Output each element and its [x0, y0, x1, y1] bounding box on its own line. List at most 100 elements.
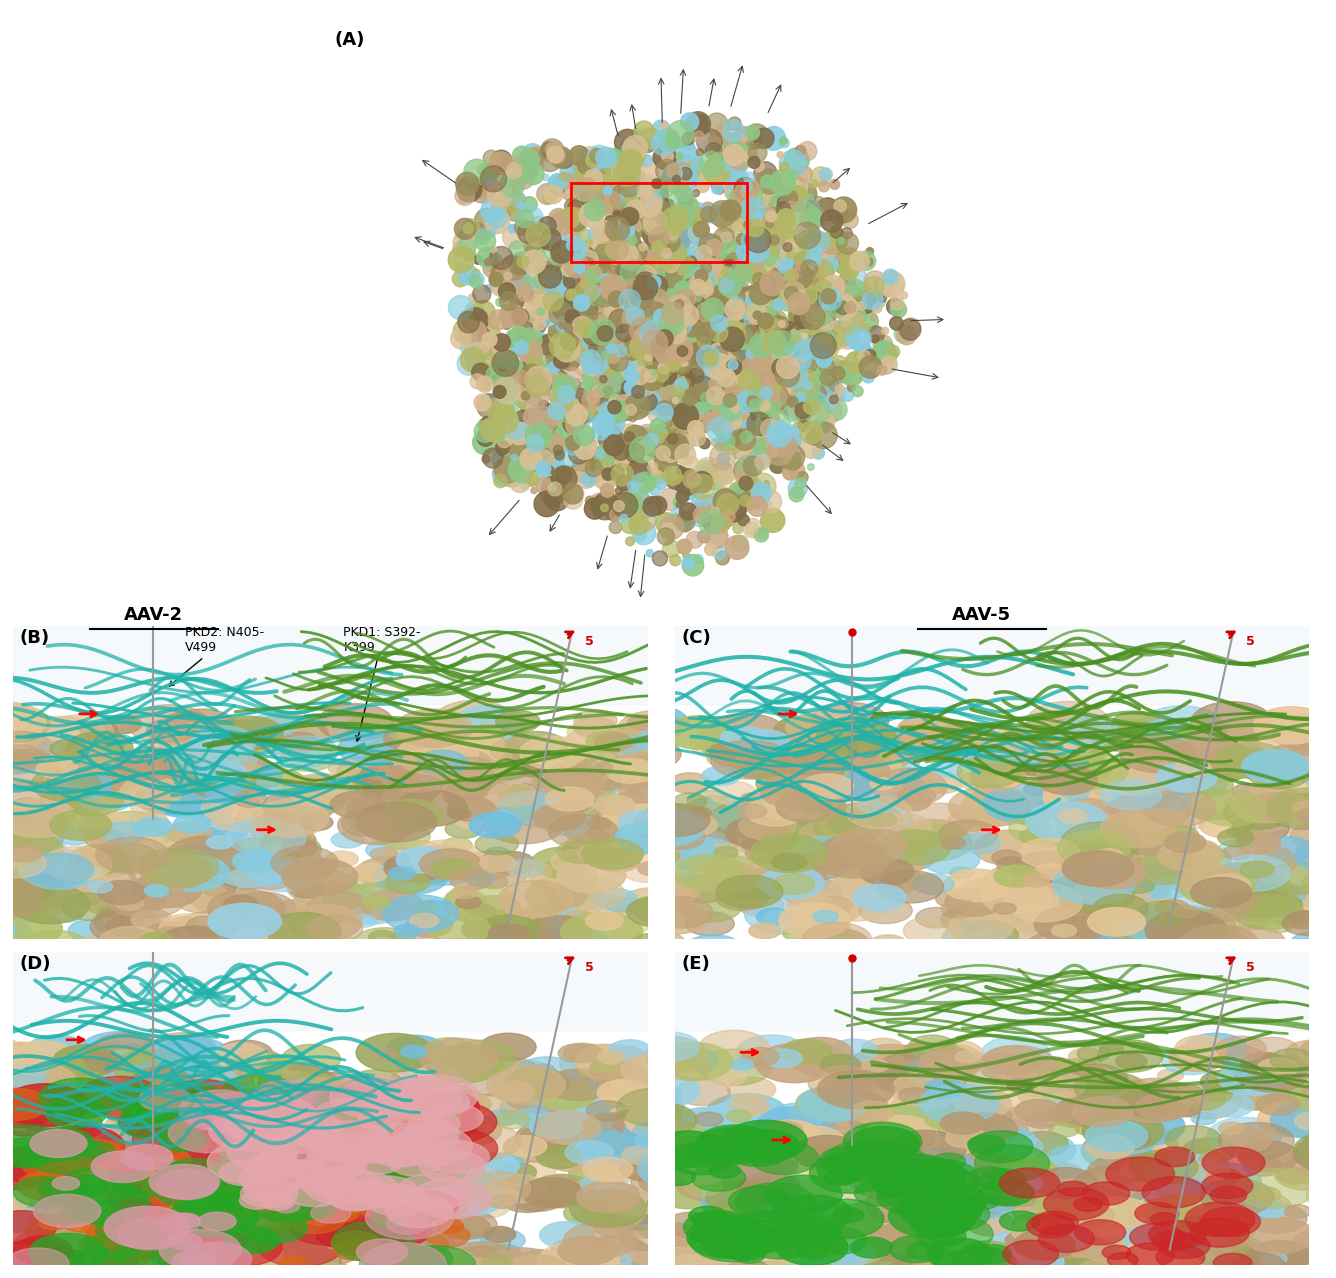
Circle shape [639, 362, 664, 386]
Circle shape [794, 201, 804, 212]
Circle shape [744, 150, 758, 165]
Circle shape [422, 1185, 449, 1197]
Circle shape [671, 331, 691, 351]
Circle shape [623, 360, 647, 383]
Circle shape [895, 1191, 935, 1212]
Circle shape [659, 305, 673, 321]
Circle shape [595, 263, 611, 277]
Circle shape [664, 285, 688, 309]
Circle shape [502, 309, 520, 326]
Circle shape [299, 1140, 382, 1181]
Circle shape [251, 762, 279, 774]
Circle shape [737, 296, 760, 320]
Circle shape [577, 458, 588, 470]
Circle shape [660, 428, 683, 452]
Circle shape [671, 507, 684, 520]
Circle shape [655, 313, 676, 335]
Circle shape [692, 369, 708, 383]
Circle shape [740, 431, 752, 443]
Circle shape [667, 322, 676, 331]
Circle shape [639, 285, 652, 296]
Circle shape [341, 1127, 399, 1157]
Circle shape [643, 327, 655, 340]
Circle shape [281, 1074, 343, 1104]
Circle shape [585, 262, 597, 273]
Text: 5: 5 [585, 961, 593, 974]
Circle shape [589, 493, 609, 514]
Circle shape [830, 395, 838, 404]
Circle shape [88, 881, 112, 893]
Circle shape [516, 1122, 580, 1154]
Circle shape [633, 1122, 671, 1141]
Circle shape [609, 1185, 640, 1199]
Circle shape [52, 1194, 108, 1222]
Circle shape [648, 313, 661, 326]
Circle shape [607, 898, 633, 912]
Circle shape [727, 330, 737, 340]
Circle shape [67, 731, 134, 764]
Circle shape [834, 856, 907, 892]
Circle shape [401, 1191, 458, 1219]
Circle shape [480, 718, 504, 730]
Circle shape [659, 270, 684, 296]
Circle shape [291, 1085, 346, 1112]
Circle shape [864, 271, 886, 293]
Circle shape [632, 320, 648, 336]
Circle shape [0, 1098, 37, 1118]
Circle shape [269, 1222, 331, 1252]
Circle shape [545, 409, 562, 426]
Circle shape [685, 317, 695, 326]
Circle shape [937, 764, 962, 777]
Circle shape [67, 889, 102, 906]
Circle shape [591, 254, 609, 273]
Circle shape [621, 230, 640, 248]
Circle shape [591, 373, 616, 400]
Circle shape [701, 262, 712, 273]
Circle shape [243, 1212, 307, 1243]
Circle shape [115, 1199, 167, 1224]
Circle shape [35, 1105, 102, 1139]
Circle shape [1189, 749, 1244, 776]
Circle shape [597, 313, 607, 322]
Circle shape [697, 1136, 739, 1155]
Circle shape [673, 242, 689, 257]
Circle shape [835, 1076, 904, 1111]
Circle shape [916, 1215, 993, 1252]
Circle shape [454, 1191, 493, 1209]
Circle shape [506, 791, 578, 827]
Circle shape [834, 199, 846, 212]
Circle shape [830, 179, 839, 189]
Circle shape [672, 353, 693, 373]
Circle shape [581, 391, 600, 409]
Circle shape [478, 915, 541, 946]
Circle shape [1043, 717, 1112, 750]
Circle shape [762, 1120, 820, 1149]
Circle shape [76, 1219, 110, 1236]
Circle shape [676, 1168, 741, 1201]
Circle shape [496, 395, 518, 418]
Circle shape [1015, 1099, 1061, 1122]
Circle shape [0, 799, 77, 837]
Circle shape [758, 312, 767, 322]
Circle shape [664, 271, 680, 288]
Circle shape [780, 201, 806, 226]
Circle shape [812, 420, 820, 428]
Circle shape [804, 230, 828, 254]
Circle shape [334, 1181, 362, 1194]
Circle shape [107, 1185, 176, 1218]
Circle shape [489, 309, 509, 330]
Circle shape [597, 314, 619, 335]
Circle shape [676, 314, 696, 334]
Circle shape [735, 403, 743, 409]
Circle shape [703, 466, 725, 489]
Circle shape [791, 397, 814, 420]
Circle shape [684, 358, 692, 366]
Circle shape [671, 320, 683, 331]
Circle shape [521, 1128, 546, 1140]
Circle shape [605, 318, 621, 334]
Circle shape [373, 1126, 414, 1146]
Circle shape [782, 791, 823, 812]
Circle shape [637, 305, 644, 313]
Circle shape [359, 1268, 395, 1278]
Circle shape [108, 1162, 175, 1194]
